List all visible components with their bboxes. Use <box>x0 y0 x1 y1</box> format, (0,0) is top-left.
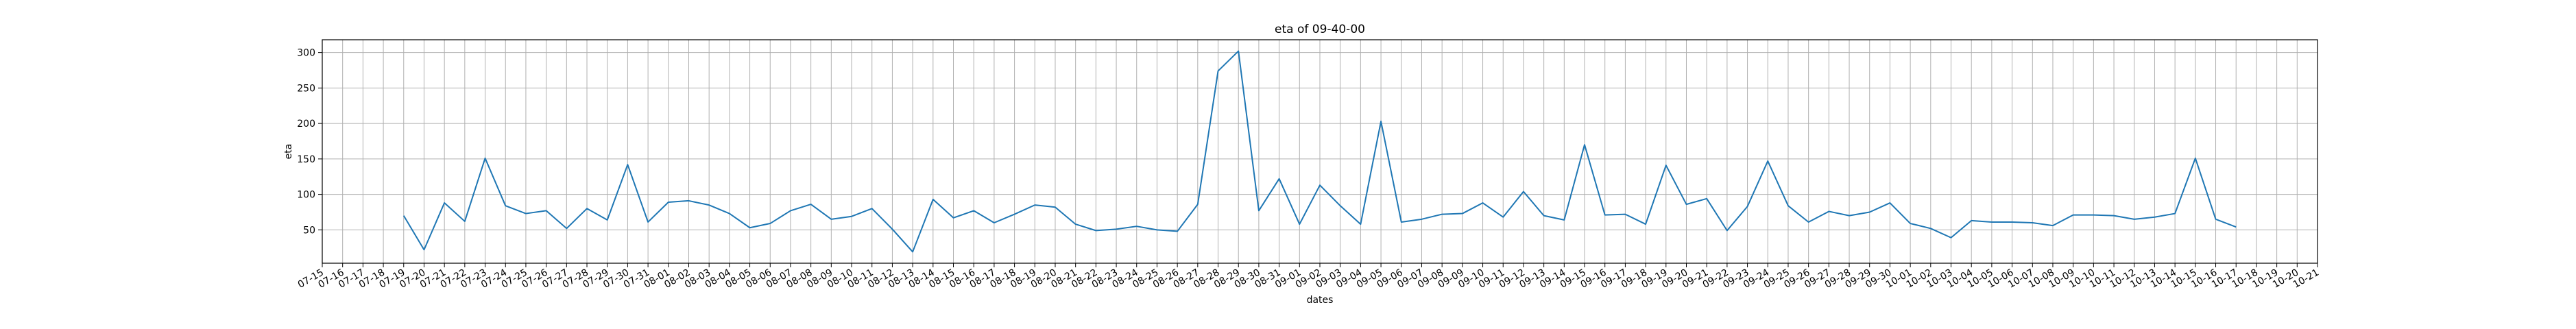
series-line-path <box>402 50 2237 253</box>
y-tick-label: 100 <box>297 190 315 201</box>
series-line <box>402 50 2237 253</box>
grid <box>322 40 2318 263</box>
y-tick-label: 250 <box>297 83 315 94</box>
y-ticks: 50 100 150 200 250 300 <box>297 48 322 236</box>
y-tick-label: 300 <box>297 48 315 59</box>
y-tick-label: 50 <box>303 225 315 236</box>
x-axis-label: dates <box>1307 295 1334 306</box>
chart-title: eta of 09-40-00 <box>1275 23 1365 36</box>
y-tick-label: 200 <box>297 119 315 130</box>
y-tick-label: 150 <box>297 154 315 165</box>
y-axis-label: eta <box>283 144 294 160</box>
